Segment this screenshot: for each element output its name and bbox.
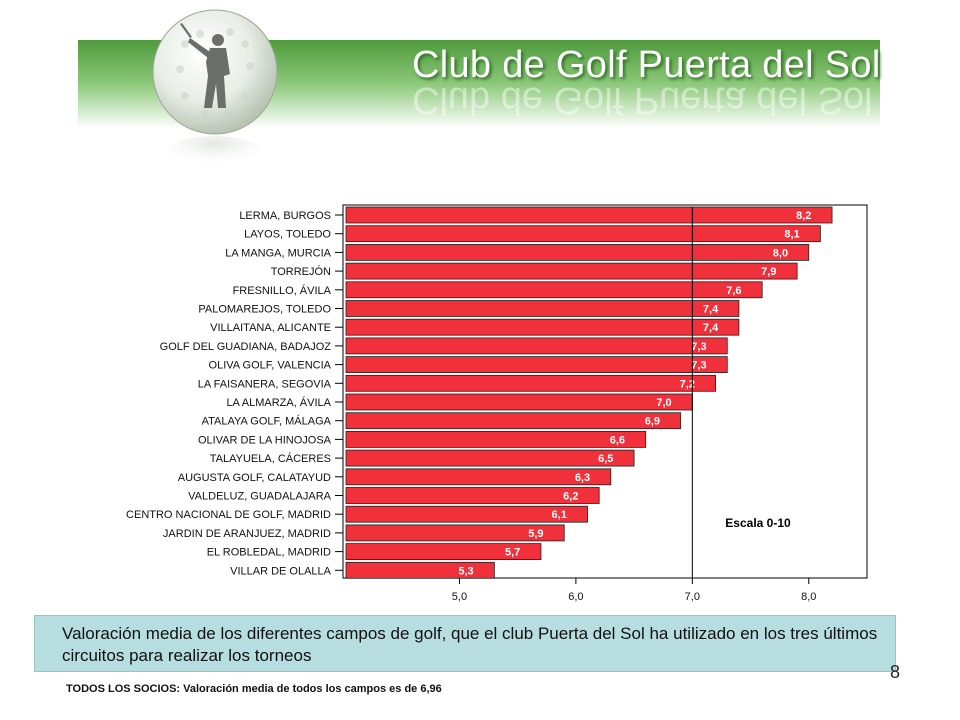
bar	[345, 243, 810, 261]
category-label: LA ALMARZA, ÁVILA	[226, 396, 331, 409]
bar	[345, 374, 717, 392]
x-tick-label: 6,0	[568, 591, 583, 603]
bar	[345, 430, 647, 448]
x-tick-label: 5,0	[452, 591, 467, 603]
category-label: VALDELUZ, GUADALAJARA	[188, 491, 332, 503]
category-label: CENTRO NACIONAL DE GOLF, MADRID	[126, 509, 331, 521]
category-label: LERMA, BURGOS	[239, 210, 331, 222]
category-label: LA MANGA, MURCIA	[225, 247, 331, 259]
x-tick-label: 8,0	[801, 591, 816, 603]
bar-value-label: 7,0	[656, 397, 671, 409]
bar	[345, 487, 600, 504]
x-tick-label: 7,0	[685, 591, 700, 603]
bar	[345, 318, 740, 336]
category-label: AUGUSTA GOLF, CALATAYUD	[178, 472, 331, 484]
category-label: VILLAR DE OLALLA	[230, 565, 332, 577]
category-label: PALOMAREJOS, TOLEDO	[198, 304, 331, 316]
bar	[345, 393, 693, 411]
category-label: JARDIN DE ARANJUEZ, MADRID	[163, 528, 331, 540]
category-label: OLIVAR DE LA HINOJOSA	[198, 434, 332, 446]
category-label: TALAYUELA, CÁCERES	[210, 452, 331, 465]
bar	[345, 412, 682, 430]
bar	[345, 206, 833, 224]
category-label: ATALAYA GOLF, MÁLAGA	[202, 415, 332, 428]
category-label: EL ROBLEDAL, MADRID	[207, 547, 331, 559]
bar-value-label: 7,3	[691, 360, 706, 372]
bar	[345, 281, 763, 299]
bar-value-label: 8,2	[796, 210, 811, 222]
bar-value-label: 6,1	[552, 509, 567, 521]
bar-value-label: 6,3	[575, 472, 590, 484]
bar-value-label: 7,4	[703, 322, 719, 334]
bar-value-label: 7,3	[691, 341, 706, 353]
bar-value-label: 6,6	[610, 434, 625, 446]
category-label: GOLF DEL GUADIANA, BADAJOZ	[160, 341, 332, 353]
bar	[345, 543, 542, 560]
category-label: TORREJÓN	[271, 265, 331, 278]
bar-chart: 8,2 8,1 8,0 7,9 7,6 7,4 7,4 7,3 7,3 7,2 7,0 6,9 6,6 6…	[126, 204, 868, 603]
bar-value-label: 5,3	[458, 565, 473, 577]
bar-value-label: 7,2	[680, 378, 695, 390]
page-number: 8	[890, 662, 901, 682]
bar	[345, 561, 495, 579]
bar	[345, 225, 821, 243]
bar-value-label: 6,2	[563, 491, 578, 503]
category-label: OLIVA GOLF, VALENCIA	[209, 360, 332, 372]
bar-value-label: 7,4	[703, 304, 719, 316]
bar	[345, 300, 740, 317]
bar-value-label: 7,6	[726, 285, 741, 297]
golf-ball-logo	[152, 9, 278, 172]
footnote: TODOS LOS SOCIOS: Valoración media de to…	[66, 683, 442, 695]
plot-frame	[342, 204, 868, 579]
scale-annotation: Escala 0-10	[725, 516, 791, 530]
category-label: FRESNILLO, ÁVILA	[233, 284, 332, 297]
bar	[345, 449, 635, 467]
bar	[345, 468, 612, 486]
bar-value-label: 7,9	[761, 266, 776, 278]
header-title: Club de Golf Puerta del Sol	[412, 44, 881, 86]
bar-value-label: 8,1	[784, 229, 799, 241]
bar-value-label: 6,9	[645, 416, 660, 428]
category-label: LA FAISANERA, SEGOVIA	[198, 378, 332, 390]
bar	[345, 505, 588, 523]
bar-value-label: 8,0	[773, 247, 788, 259]
bar-value-label: 5,9	[528, 528, 543, 540]
category-label: LAYOS, TOLEDO	[244, 229, 331, 241]
caption-box	[34, 615, 896, 672]
bar-value-label: 5,7	[505, 547, 520, 559]
bar	[345, 356, 728, 374]
category-label: VILLAITANA, ALICANTE	[210, 322, 331, 334]
bar	[345, 524, 565, 542]
bar	[345, 337, 728, 355]
bar-value-label: 6,5	[598, 453, 613, 465]
bar	[345, 262, 798, 280]
caption-text: Valoración media de los diferentes campo…	[62, 624, 878, 665]
